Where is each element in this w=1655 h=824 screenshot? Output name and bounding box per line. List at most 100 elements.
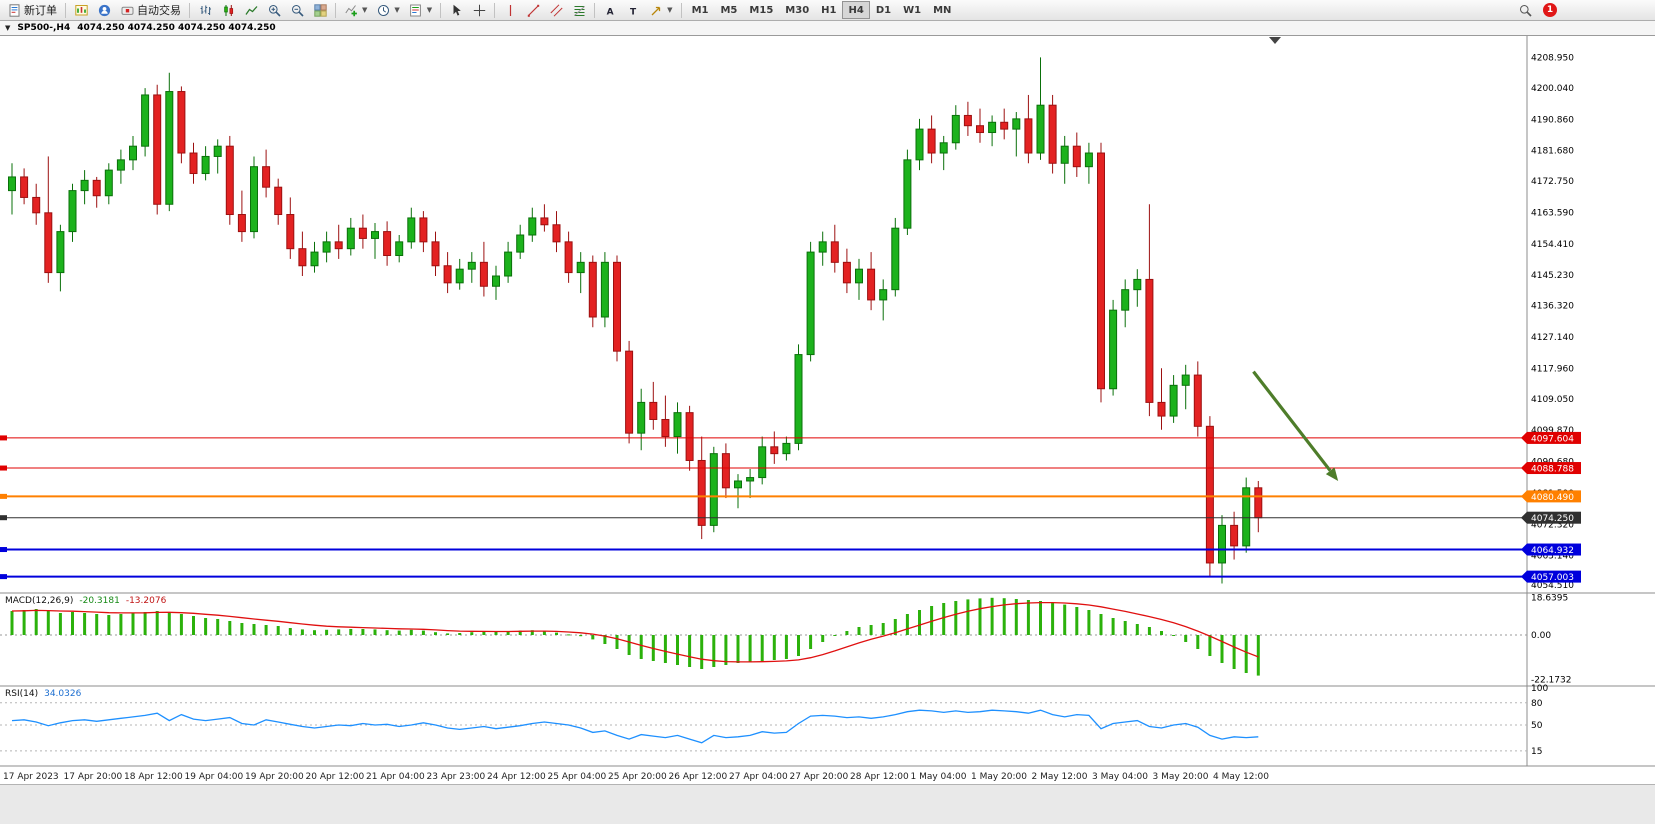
svg-text:19 Apr 04:00: 19 Apr 04:00 <box>185 772 244 782</box>
svg-text:24 Apr 12:00: 24 Apr 12:00 <box>487 772 546 782</box>
channel-tool-button[interactable] <box>545 1 567 19</box>
svg-text:23 Apr 23:00: 23 Apr 23:00 <box>427 772 486 782</box>
price-lines[interactable] <box>0 435 1527 580</box>
svg-text:2 May 12:00: 2 May 12:00 <box>1032 772 1088 782</box>
dropdown-caret: ▼ <box>394 6 400 14</box>
timeframe-W1[interactable]: W1 <box>897 1 927 19</box>
window-menu-icon[interactable]: ▼ <box>5 24 11 32</box>
timeframe-M5[interactable]: M5 <box>714 1 743 19</box>
svg-text:4063.140: 4063.140 <box>1531 552 1574 562</box>
toolbar-separator <box>440 2 442 18</box>
rsi-panel <box>0 702 1527 752</box>
svg-text:4064.932: 4064.932 <box>1531 546 1574 556</box>
bar-chart-button[interactable] <box>194 1 216 19</box>
svg-text:T: T <box>630 7 637 17</box>
svg-text:4057.003: 4057.003 <box>1531 573 1574 583</box>
label-tool-icon: T <box>626 3 640 17</box>
indicators-button[interactable]: ▼ <box>340 1 371 19</box>
macd-panel <box>0 597 1527 676</box>
template-icon <box>409 3 423 17</box>
svg-text:80: 80 <box>1531 699 1543 709</box>
notification-badge[interactable]: 1 <box>1543 3 1557 17</box>
trend-arrow[interactable] <box>1252 370 1339 481</box>
cursor-button[interactable] <box>445 1 467 19</box>
label-tool-button[interactable]: T <box>622 1 644 19</box>
toolbar-separator <box>494 2 496 18</box>
toolbar-separator <box>594 2 596 18</box>
templates-button[interactable]: ▼ <box>405 1 436 19</box>
vertical-line-tool-icon <box>503 3 517 17</box>
dropdown-caret: ▼ <box>426 6 433 14</box>
crosshair-button[interactable] <box>468 1 490 19</box>
toolbar-separator <box>65 2 66 18</box>
periods-button[interactable]: ▼ <box>372 1 403 19</box>
price-axis[interactable]: 4208.950 4200.040 4190.860 4181.680 4172.750… <box>1531 54 1574 592</box>
svg-text:3 May 04:00: 3 May 04:00 <box>1092 772 1148 782</box>
macd-axis[interactable]: 18.6395 0.00 -22.1732 <box>1531 594 1571 686</box>
candlestick-chart-button[interactable] <box>217 1 239 19</box>
new-chart-button[interactable] <box>70 1 92 19</box>
svg-text:4 May 12:00: 4 May 12:00 <box>1213 772 1269 782</box>
new-order-icon <box>7 3 21 17</box>
new-order-button[interactable]: 新订单 <box>3 1 61 19</box>
svg-text:0.00: 0.00 <box>1531 631 1551 641</box>
search-button[interactable] <box>1514 1 1536 19</box>
tile-windows-button[interactable] <box>309 1 331 19</box>
trendline-tool-icon <box>526 3 540 17</box>
timeframe-H1[interactable]: H1 <box>815 1 842 19</box>
profiles-button[interactable] <box>93 1 115 19</box>
timeframe-M1[interactable]: M1 <box>686 1 715 19</box>
svg-text:1 May 04:00: 1 May 04:00 <box>911 772 967 782</box>
timeframe-M30[interactable]: M30 <box>779 1 815 19</box>
svg-text:4145.230: 4145.230 <box>1531 271 1574 281</box>
svg-text:28 Apr 12:00: 28 Apr 12:00 <box>850 772 909 782</box>
svg-text:4200.040: 4200.040 <box>1531 84 1574 94</box>
svg-text:4054.510: 4054.510 <box>1531 581 1574 591</box>
search-icon <box>1518 3 1532 17</box>
timeframe-H4[interactable]: H4 <box>842 1 870 19</box>
macd-name: MACD(12,26,9) <box>5 596 74 606</box>
svg-text:17 Apr 2023: 17 Apr 2023 <box>3 772 59 782</box>
line-chart-button[interactable] <box>240 1 262 19</box>
svg-text:25 Apr 20:00: 25 Apr 20:00 <box>608 772 667 782</box>
trendline-tool-button[interactable] <box>522 1 544 19</box>
autotrading-button[interactable]: 自动交易 <box>116 1 185 19</box>
chart-title-bar: ▼ SP500-,H4 4074.250 4074.250 4074.250 4… <box>0 21 1655 36</box>
zoom-in-button[interactable] <box>263 1 285 19</box>
chart-canvas[interactable]: 4208.950 4200.040 4190.860 4181.680 4172.750… <box>0 36 1655 784</box>
candlestick-chart-icon <box>221 3 235 17</box>
svg-text:4109.050: 4109.050 <box>1531 395 1574 405</box>
svg-text:26 Apr 12:00: 26 Apr 12:00 <box>669 772 728 782</box>
chart-shift-marker[interactable] <box>1269 37 1281 44</box>
chart-ohlc-values: 4074.250 4074.250 4074.250 4074.250 <box>77 23 276 33</box>
zoom-out-button[interactable] <box>286 1 308 19</box>
indicators-icon <box>344 3 358 17</box>
svg-text:27 Apr 04:00: 27 Apr 04:00 <box>729 772 788 782</box>
text-tool-icon: A <box>603 3 617 17</box>
vertical-line-tool-button[interactable] <box>499 1 521 19</box>
arrows-tool-button[interactable]: ▼ <box>645 1 676 19</box>
svg-text:4136.320: 4136.320 <box>1531 302 1574 312</box>
svg-text:4080.490: 4080.490 <box>1531 493 1574 503</box>
channel-tool-icon <box>549 3 563 17</box>
svg-text:A: A <box>606 7 613 17</box>
new-chart-icon <box>74 3 88 17</box>
rsi-axis[interactable]: 100 80 50 15 <box>1531 684 1548 757</box>
rsi-name: RSI(14) <box>5 689 39 699</box>
svg-text:20 Apr 12:00: 20 Apr 12:00 <box>306 772 365 782</box>
autotrading-label: 自动交易 <box>137 4 181 17</box>
timeframe-D1[interactable]: D1 <box>870 1 897 19</box>
chart-frame <box>0 36 1655 767</box>
chart-symbol-period: SP500-,H4 <box>17 23 71 33</box>
svg-text:4072.320: 4072.320 <box>1531 520 1574 530</box>
timeframe-M15[interactable]: M15 <box>743 1 779 19</box>
fibonacci-tool-button[interactable] <box>568 1 590 19</box>
text-tool-button[interactable]: A <box>599 1 621 19</box>
price-line-labels[interactable]: 4097.604 4088.788 4080.490 4074.250 4064.932… <box>1521 431 1581 583</box>
autotrading-icon <box>120 3 134 17</box>
time-axis[interactable]: 17 Apr 2023 17 Apr 20:00 18 Apr 12:00 19 Ap… <box>3 772 1269 782</box>
svg-text:18 Apr 12:00: 18 Apr 12:00 <box>124 772 183 782</box>
timeframe-MN[interactable]: MN <box>927 1 957 19</box>
chart-window: 4208.950 4200.040 4190.860 4181.680 4172.750… <box>0 36 1655 784</box>
new-order-label: 新订单 <box>24 4 57 17</box>
